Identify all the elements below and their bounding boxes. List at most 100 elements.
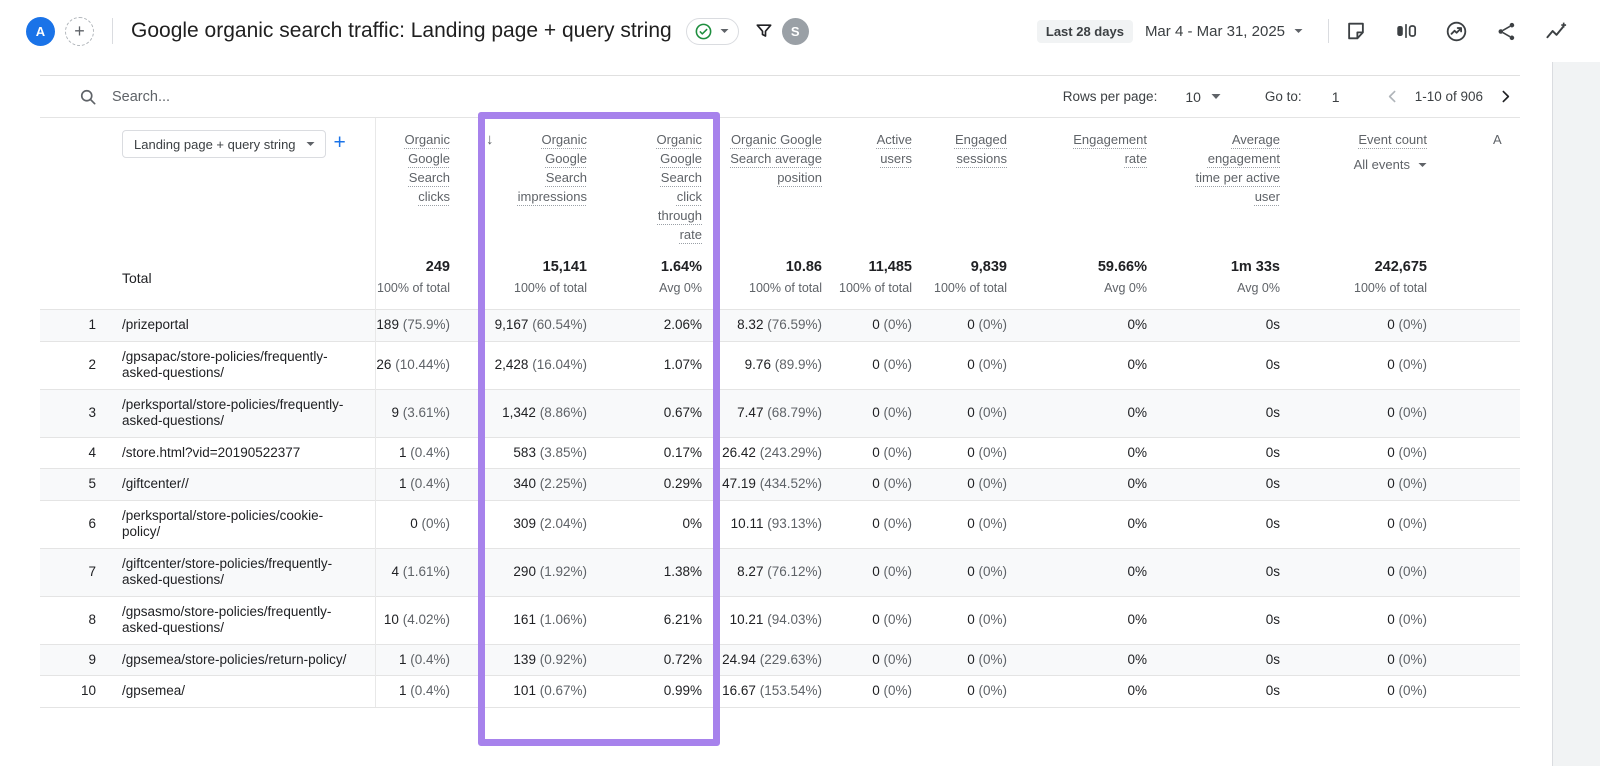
cell-impressions: 309 (2.04%) [460,499,597,548]
date-range-selector[interactable]: Mar 4 - Mar 31, 2025 [1145,23,1303,40]
cell-engagement-rate: 0% [1017,675,1157,708]
cell-ctr: 0.99% [597,675,712,708]
cell-engaged-sessions: 0 (0%) [922,595,1017,644]
user-avatar[interactable]: S [781,17,809,45]
goto-page-input[interactable]: 1 [1331,88,1340,105]
cell-event-count: 0 (0%) [1290,340,1437,389]
total-active-users: 11,485 100% of total [839,259,912,295]
column-header-avg-position[interactable]: Organic Google Search average position [730,132,822,185]
table-row: 3/perksportal/store-policies/frequently-… [40,388,1520,437]
cell-avg-engagement-time: 0s [1157,436,1290,469]
cell-engagement-rate: 0% [1017,388,1157,437]
rows-per-page-value[interactable]: 10 [1185,88,1201,105]
cell-engaged-sessions: 0 (0%) [922,309,1017,341]
row-landing-page: /store.html?vid=20190522377 [110,436,376,469]
cell-clicks: 4 (1.61%) [375,547,460,596]
chevron-down-icon [720,28,729,34]
column-header-impressions[interactable]: ↓ Organic Google Search impressions [486,131,587,204]
notes-icon[interactable] [1343,18,1369,44]
total-impressions: 15,141 100% of total [514,259,587,295]
cell-engagement-rate: 0% [1017,340,1157,389]
table-header-row: Landing page + query string + Organic Go… [40,118,1520,258]
table-row: 6/perksportal/store-policies/cookie-poli… [40,499,1520,548]
cell-ctr: 2.06% [597,309,712,341]
cell-avg-position: 26.42 (243.29%) [712,436,832,469]
cell-avg-position: 8.32 (76.59%) [712,309,832,341]
chevron-down-icon [1294,28,1303,34]
cell-engagement-rate: 0% [1017,309,1157,341]
filter-icon[interactable] [752,19,776,43]
cell-engagement-rate: 0% [1017,643,1157,676]
cell-avg-engagement-time: 0s [1157,643,1290,676]
cell-active-users: 0 (0%) [832,595,922,644]
cell-clicks: 0 (0%) [375,499,460,548]
add-dimension-button[interactable]: + [333,131,346,154]
table-row: 2/gpsapac/store-policies/frequently-aske… [40,340,1520,389]
cell-active-users: 0 (0%) [832,547,922,596]
cell-avg-engagement-time: 0s [1157,547,1290,596]
row-rank: 7 [40,547,110,596]
row-landing-page: /gpsasmo/store-policies/frequently-asked… [110,595,376,644]
column-header-truncated: A [1493,132,1502,147]
add-comparison-button[interactable]: + [65,16,94,46]
cell-event-count: 0 (0%) [1290,436,1437,469]
total-ctr: 1.64% Avg 0% [659,259,702,295]
column-header-event-count[interactable]: Event count All events [1290,118,1437,258]
previous-page-icon[interactable] [1382,86,1403,107]
cell-engaged-sessions: 0 (0%) [922,643,1017,676]
cell-clicks: 1 (0.4%) [375,468,460,500]
cell-engagement-rate: 0% [1017,547,1157,596]
row-rank: 2 [40,340,110,389]
insights-icon[interactable] [1443,18,1470,45]
event-count-filter[interactable]: All events [1290,155,1427,174]
table-row: 8/gpsasmo/store-policies/frequently-aske… [40,595,1520,644]
cell-avg-position: 8.27 (76.12%) [712,547,832,596]
cell-avg-engagement-time: 0s [1157,499,1290,548]
rows-per-page-dropdown-icon[interactable] [1211,93,1221,100]
cell-impressions: 139 (0.92%) [460,643,597,676]
next-page-icon[interactable] [1495,86,1516,107]
column-header-active-users[interactable]: Active users [876,132,912,166]
cell-active-users: 0 (0%) [832,309,922,341]
column-header-engagement-rate[interactable]: Engagement rate [1073,132,1147,166]
cell-avg-position: 10.11 (93.13%) [712,499,832,548]
column-header-clicks[interactable]: Organic Google Search clicks [404,132,450,204]
cell-avg-engagement-time: 0s [1157,340,1290,389]
insights-sparkline-icon[interactable] [1543,18,1570,45]
report-table: Landing page + query string + Organic Go… [40,118,1520,708]
share-icon[interactable] [1494,19,1519,44]
column-header-avg-engagement-time[interactable]: Average engagement time per active user [1195,132,1280,204]
rows-per-page-label: Rows per page: [1062,89,1158,104]
cell-impressions: 1,342 (8.86%) [460,388,597,437]
table-row: 9/gpsemea/store-policies/return-policy/1… [40,643,1520,676]
cell-avg-position: 7.47 (68.79%) [712,388,832,437]
cell-clicks: 9 (3.61%) [375,388,460,437]
column-header-engaged-sessions[interactable]: Engaged sessions [954,132,1007,166]
row-rank: 4 [40,436,110,469]
cell-engaged-sessions: 0 (0%) [922,675,1017,708]
account-avatar[interactable]: A [26,16,55,46]
report-status-chip[interactable] [685,17,739,45]
cell-engagement-rate: 0% [1017,436,1157,469]
row-landing-page: /giftcenter// [110,468,376,500]
table-row: 4/store.html?vid=20190522377 1 (0.4%) 583 … [40,436,1520,469]
app-bar: A + Google organic search traffic: Landi… [0,0,1600,62]
pagination-range: 1-10 of 906 [1414,89,1483,104]
table-body: 1/prizeportal 189 (75.9%) 9,167 (60.54%) 2.… [40,309,1520,708]
goto-page-label: Go to: [1264,89,1302,104]
comparisons-icon[interactable] [1393,18,1419,44]
row-rank: 5 [40,468,110,500]
cell-impressions: 340 (2.25%) [460,468,597,500]
row-rank: 6 [40,499,110,548]
column-header-ctr[interactable]: Organic Google Search click through rate [656,132,702,242]
cell-impressions: 290 (1.92%) [460,547,597,596]
cell-engaged-sessions: 0 (0%) [922,499,1017,548]
cell-avg-position: 10.21 (94.03%) [712,595,832,644]
total-avg-engagement-time: 1m 33s Avg 0% [1230,259,1280,295]
cell-avg-position: 9.76 (89.9%) [712,340,832,389]
total-row: Total 249 100% of total 15,141 100% of tot… [40,258,1520,310]
row-landing-page: /prizeportal [110,309,376,341]
total-clicks: 249 100% of total [377,259,450,295]
search-input[interactable] [112,88,492,105]
dimension-selector[interactable]: Landing page + query string [122,130,326,158]
